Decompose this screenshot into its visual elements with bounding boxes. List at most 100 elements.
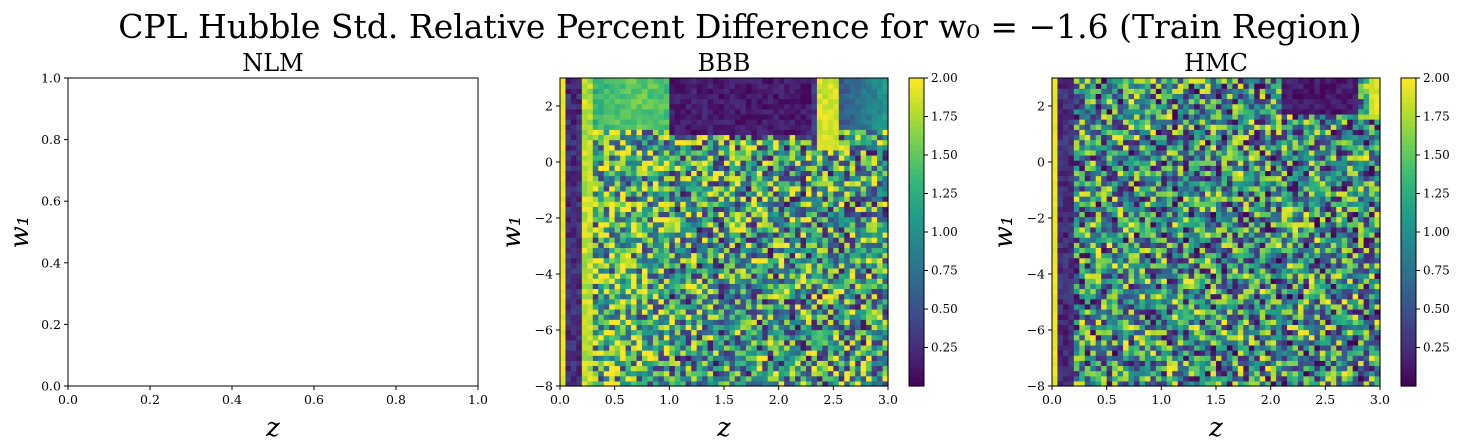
heatmap-cell	[734, 144, 741, 151]
heatmap-cell	[1134, 324, 1141, 331]
heatmap-cell	[631, 303, 638, 310]
heatmap-cell	[1128, 257, 1135, 264]
heatmap-cell	[685, 155, 692, 161]
heatmap-cell	[1155, 298, 1162, 305]
heatmap-cell	[762, 247, 769, 254]
heatmap-cell	[702, 288, 709, 295]
heatmap-cell	[1112, 319, 1119, 325]
heatmap-cell	[592, 232, 599, 238]
heatmap-cell	[849, 380, 856, 387]
heatmap-cell	[1106, 375, 1113, 382]
heatmap-cell	[855, 134, 862, 141]
heatmap-cell	[685, 201, 692, 207]
heatmap-cell	[844, 247, 851, 254]
heatmap-cell	[778, 201, 785, 207]
heatmap-cell	[1117, 262, 1124, 269]
heatmap-cell	[800, 88, 807, 94]
heatmap-cell	[652, 221, 659, 228]
heatmap-cell	[724, 252, 731, 259]
heatmap-cell	[669, 262, 676, 269]
heatmap-cell	[811, 360, 818, 367]
heatmap-cell	[1079, 201, 1086, 207]
heatmap-cell	[1062, 206, 1069, 213]
heatmap-cell	[1150, 185, 1157, 192]
heatmap-cell	[827, 247, 834, 254]
heatmap-cell	[745, 88, 752, 94]
heatmap-cell	[877, 124, 884, 130]
heatmap-cell	[1052, 257, 1059, 264]
heatmap-cell	[756, 190, 763, 197]
heatmap-cell	[800, 365, 807, 372]
heatmap-cell	[822, 360, 829, 367]
heatmap-cell	[806, 113, 813, 120]
heatmap-cell	[560, 160, 567, 166]
heatmap-cell	[827, 211, 834, 218]
heatmap-cell	[740, 196, 747, 202]
heatmap-cell	[800, 144, 807, 151]
heatmap-cell	[795, 252, 802, 259]
heatmap-cell	[1101, 93, 1108, 100]
heatmap-cell	[598, 221, 605, 228]
heatmap-cell	[1161, 175, 1168, 182]
heatmap-cell	[663, 221, 670, 228]
x-tick-label: 0.0	[550, 392, 570, 407]
heatmap-cell	[603, 380, 610, 387]
heatmap-cell	[740, 83, 747, 89]
heatmap-cell	[838, 108, 845, 115]
heatmap-cell	[789, 334, 796, 341]
heatmap-cell	[674, 196, 681, 202]
heatmap-cell	[745, 196, 752, 202]
heatmap-cell	[795, 206, 802, 213]
heatmap-cell	[691, 267, 698, 274]
heatmap-cell	[1084, 360, 1091, 367]
heatmap-cell	[745, 170, 752, 177]
heatmap-cell	[1128, 283, 1135, 290]
heatmap-cell	[1073, 283, 1080, 290]
heatmap-cell	[1134, 226, 1141, 233]
heatmap-cell	[1095, 160, 1102, 166]
heatmap-cell	[631, 247, 638, 254]
heatmap-cell	[838, 119, 845, 125]
heatmap-cell	[565, 350, 572, 356]
heatmap-cell	[1095, 324, 1102, 331]
heatmap-cell	[806, 221, 813, 228]
heatmap-cell	[609, 108, 616, 115]
heatmap-cell	[806, 78, 813, 84]
heatmap-cell	[1117, 149, 1124, 156]
heatmap-cell	[762, 252, 769, 259]
heatmap-cell	[636, 319, 643, 325]
heatmap-cell	[849, 319, 856, 325]
heatmap-cell	[855, 303, 862, 310]
heatmap-cell	[734, 278, 741, 284]
heatmap-cell	[778, 144, 785, 151]
heatmap-cell	[570, 139, 577, 146]
heatmap-cell	[658, 216, 665, 223]
heatmap-cell	[866, 309, 873, 315]
heatmap-cell	[713, 155, 720, 161]
heatmap-cell	[570, 273, 577, 279]
heatmap-cell	[882, 165, 889, 171]
heatmap-cell	[882, 211, 889, 218]
heatmap-cell	[1052, 293, 1059, 300]
heatmap-cell	[762, 329, 769, 336]
heatmap-cell	[718, 273, 725, 279]
heatmap-cell	[636, 329, 643, 336]
heatmap-cell	[647, 375, 654, 382]
heatmap-cell	[789, 83, 796, 89]
heatmap-cell	[658, 339, 665, 346]
heatmap-cell	[592, 185, 599, 192]
heatmap-cell	[860, 83, 867, 89]
heatmap-cell	[707, 216, 714, 223]
heatmap-cell	[680, 175, 687, 182]
heatmap-cell	[625, 124, 632, 130]
heatmap-cell	[713, 380, 720, 387]
heatmap-cell	[565, 129, 572, 136]
heatmap-cell	[603, 329, 610, 336]
heatmap-cell	[1117, 339, 1124, 346]
heatmap-cell	[789, 344, 796, 351]
heatmap-cell	[773, 339, 780, 346]
heatmap-cell	[1057, 129, 1064, 136]
heatmap-cell	[756, 329, 763, 336]
heatmap-cell	[1144, 129, 1151, 136]
heatmap-cell	[713, 288, 720, 295]
